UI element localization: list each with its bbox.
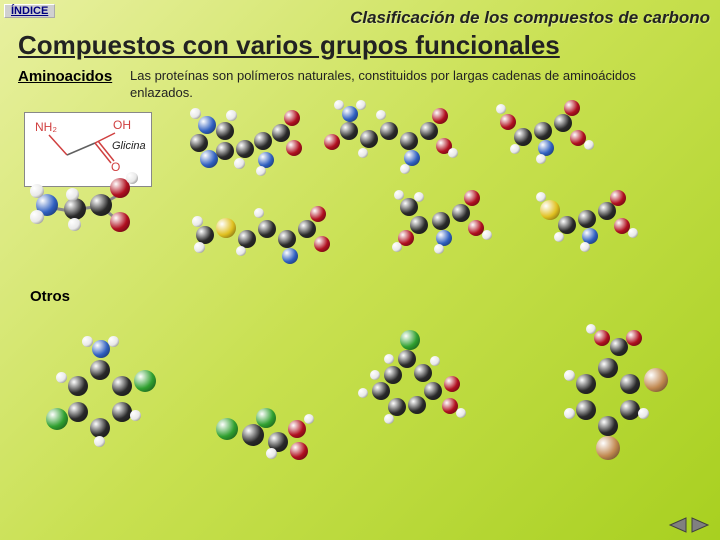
otros-molecule-1 — [50, 336, 190, 466]
aminoacid-molecule-2 — [324, 100, 474, 180]
glicina-3d-molecule — [30, 168, 140, 238]
aminoacid-molecule-6 — [536, 190, 656, 270]
otros-molecule-3 — [348, 330, 488, 450]
aminoacid-molecule-3 — [496, 100, 606, 180]
glicina-caption: Glicina — [112, 140, 146, 152]
otros-molecule-2 — [216, 400, 336, 480]
aminoacid-molecule-5 — [390, 190, 510, 270]
next-arrow-icon[interactable] — [690, 516, 712, 534]
prev-arrow-icon[interactable] — [666, 516, 688, 534]
aminoacidos-label: Aminoacidos — [18, 68, 112, 85]
indice-button[interactable]: ÍNDICE — [4, 4, 55, 18]
aminoacid-molecule-4 — [196, 196, 346, 276]
nh2-label: NH₂ — [35, 120, 57, 134]
aminoacidos-description: Las proteínas son polímeros naturales, c… — [130, 68, 700, 102]
oh-label: OH — [113, 118, 131, 132]
header-title: Clasificación de los compuestos de carbo… — [350, 8, 710, 28]
otros-molecule-4 — [526, 330, 686, 470]
otros-label: Otros — [30, 288, 70, 305]
aminoacid-molecule-1 — [186, 104, 306, 184]
main-title: Compuestos con varios grupos funcionales — [18, 30, 560, 61]
nav-arrows — [666, 516, 712, 534]
